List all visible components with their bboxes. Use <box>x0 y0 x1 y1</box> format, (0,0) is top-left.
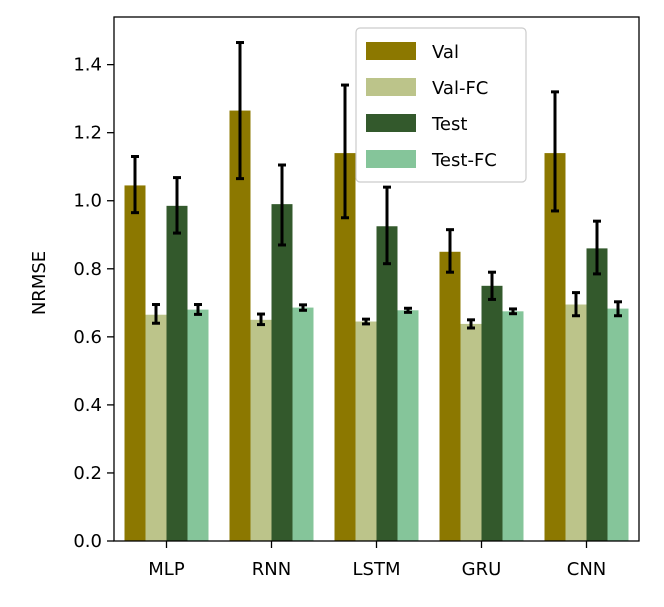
legend-label-test-fc: Test-FC <box>431 150 497 171</box>
bar-test-fc-cnn <box>607 308 629 541</box>
bar-val-rnn <box>229 110 251 541</box>
bar-val-mlp <box>124 185 146 541</box>
bar-val-fc-mlp <box>145 314 167 541</box>
legend-swatch-val-fc <box>366 78 416 96</box>
y-tick-label: 1.2 <box>73 123 102 144</box>
bar-test-fc-gru <box>502 311 524 541</box>
legend-label-val: Val <box>432 42 459 63</box>
bars-layer <box>124 110 629 541</box>
x-axis: MLP RNN LSTM GRU CNN <box>148 541 606 580</box>
bar-val-fc-gru <box>460 323 482 541</box>
x-tick-label: CNN <box>567 559 607 580</box>
bar-test-rnn <box>271 204 293 541</box>
y-axis: 0.0 0.2 0.4 0.6 0.8 1.0 1.2 1.4 <box>73 55 114 552</box>
y-axis-title: NRMSE <box>29 251 50 315</box>
x-tick-label: LSTM <box>353 559 401 580</box>
x-tick-label: RNN <box>252 559 291 580</box>
y-tick-label: 0.4 <box>73 395 102 416</box>
bar-val-fc-cnn <box>565 304 587 541</box>
bar-test-gru <box>481 285 503 541</box>
y-tick-label: 0.0 <box>73 531 102 552</box>
legend-swatch-val <box>366 42 416 60</box>
bar-test-fc-rnn <box>292 307 314 541</box>
bar-test-cnn <box>586 248 608 541</box>
legend-frame <box>355 27 527 183</box>
legend-label-val-fc: Val-FC <box>432 78 488 99</box>
legend-swatch-test <box>366 114 416 132</box>
bar-val-lstm <box>334 153 356 541</box>
y-tick-label: 0.2 <box>73 463 102 484</box>
bar-val-cnn <box>544 153 566 541</box>
legend-swatch-test-fc <box>366 150 416 168</box>
bar-val-fc-rnn <box>250 319 272 541</box>
y-tick-label: 1.0 <box>73 191 102 212</box>
x-tick-label: MLP <box>148 559 185 580</box>
y-tick-label: 1.4 <box>73 55 102 76</box>
bar-test-mlp <box>166 205 188 541</box>
error-bars-layer <box>131 41 622 330</box>
y-tick-label: 0.8 <box>73 259 102 280</box>
legend: Val Val-FC Test Test-FC <box>355 27 527 183</box>
x-tick-label: GRU <box>462 559 502 580</box>
bar-test-lstm <box>376 226 398 541</box>
bar-test-fc-lstm <box>397 310 419 541</box>
y-tick-label: 0.6 <box>73 327 102 348</box>
bar-val-gru <box>439 251 461 541</box>
bar-test-fc-mlp <box>187 309 209 541</box>
legend-label-test: Test <box>431 114 467 135</box>
bar-val-fc-lstm <box>355 321 377 541</box>
